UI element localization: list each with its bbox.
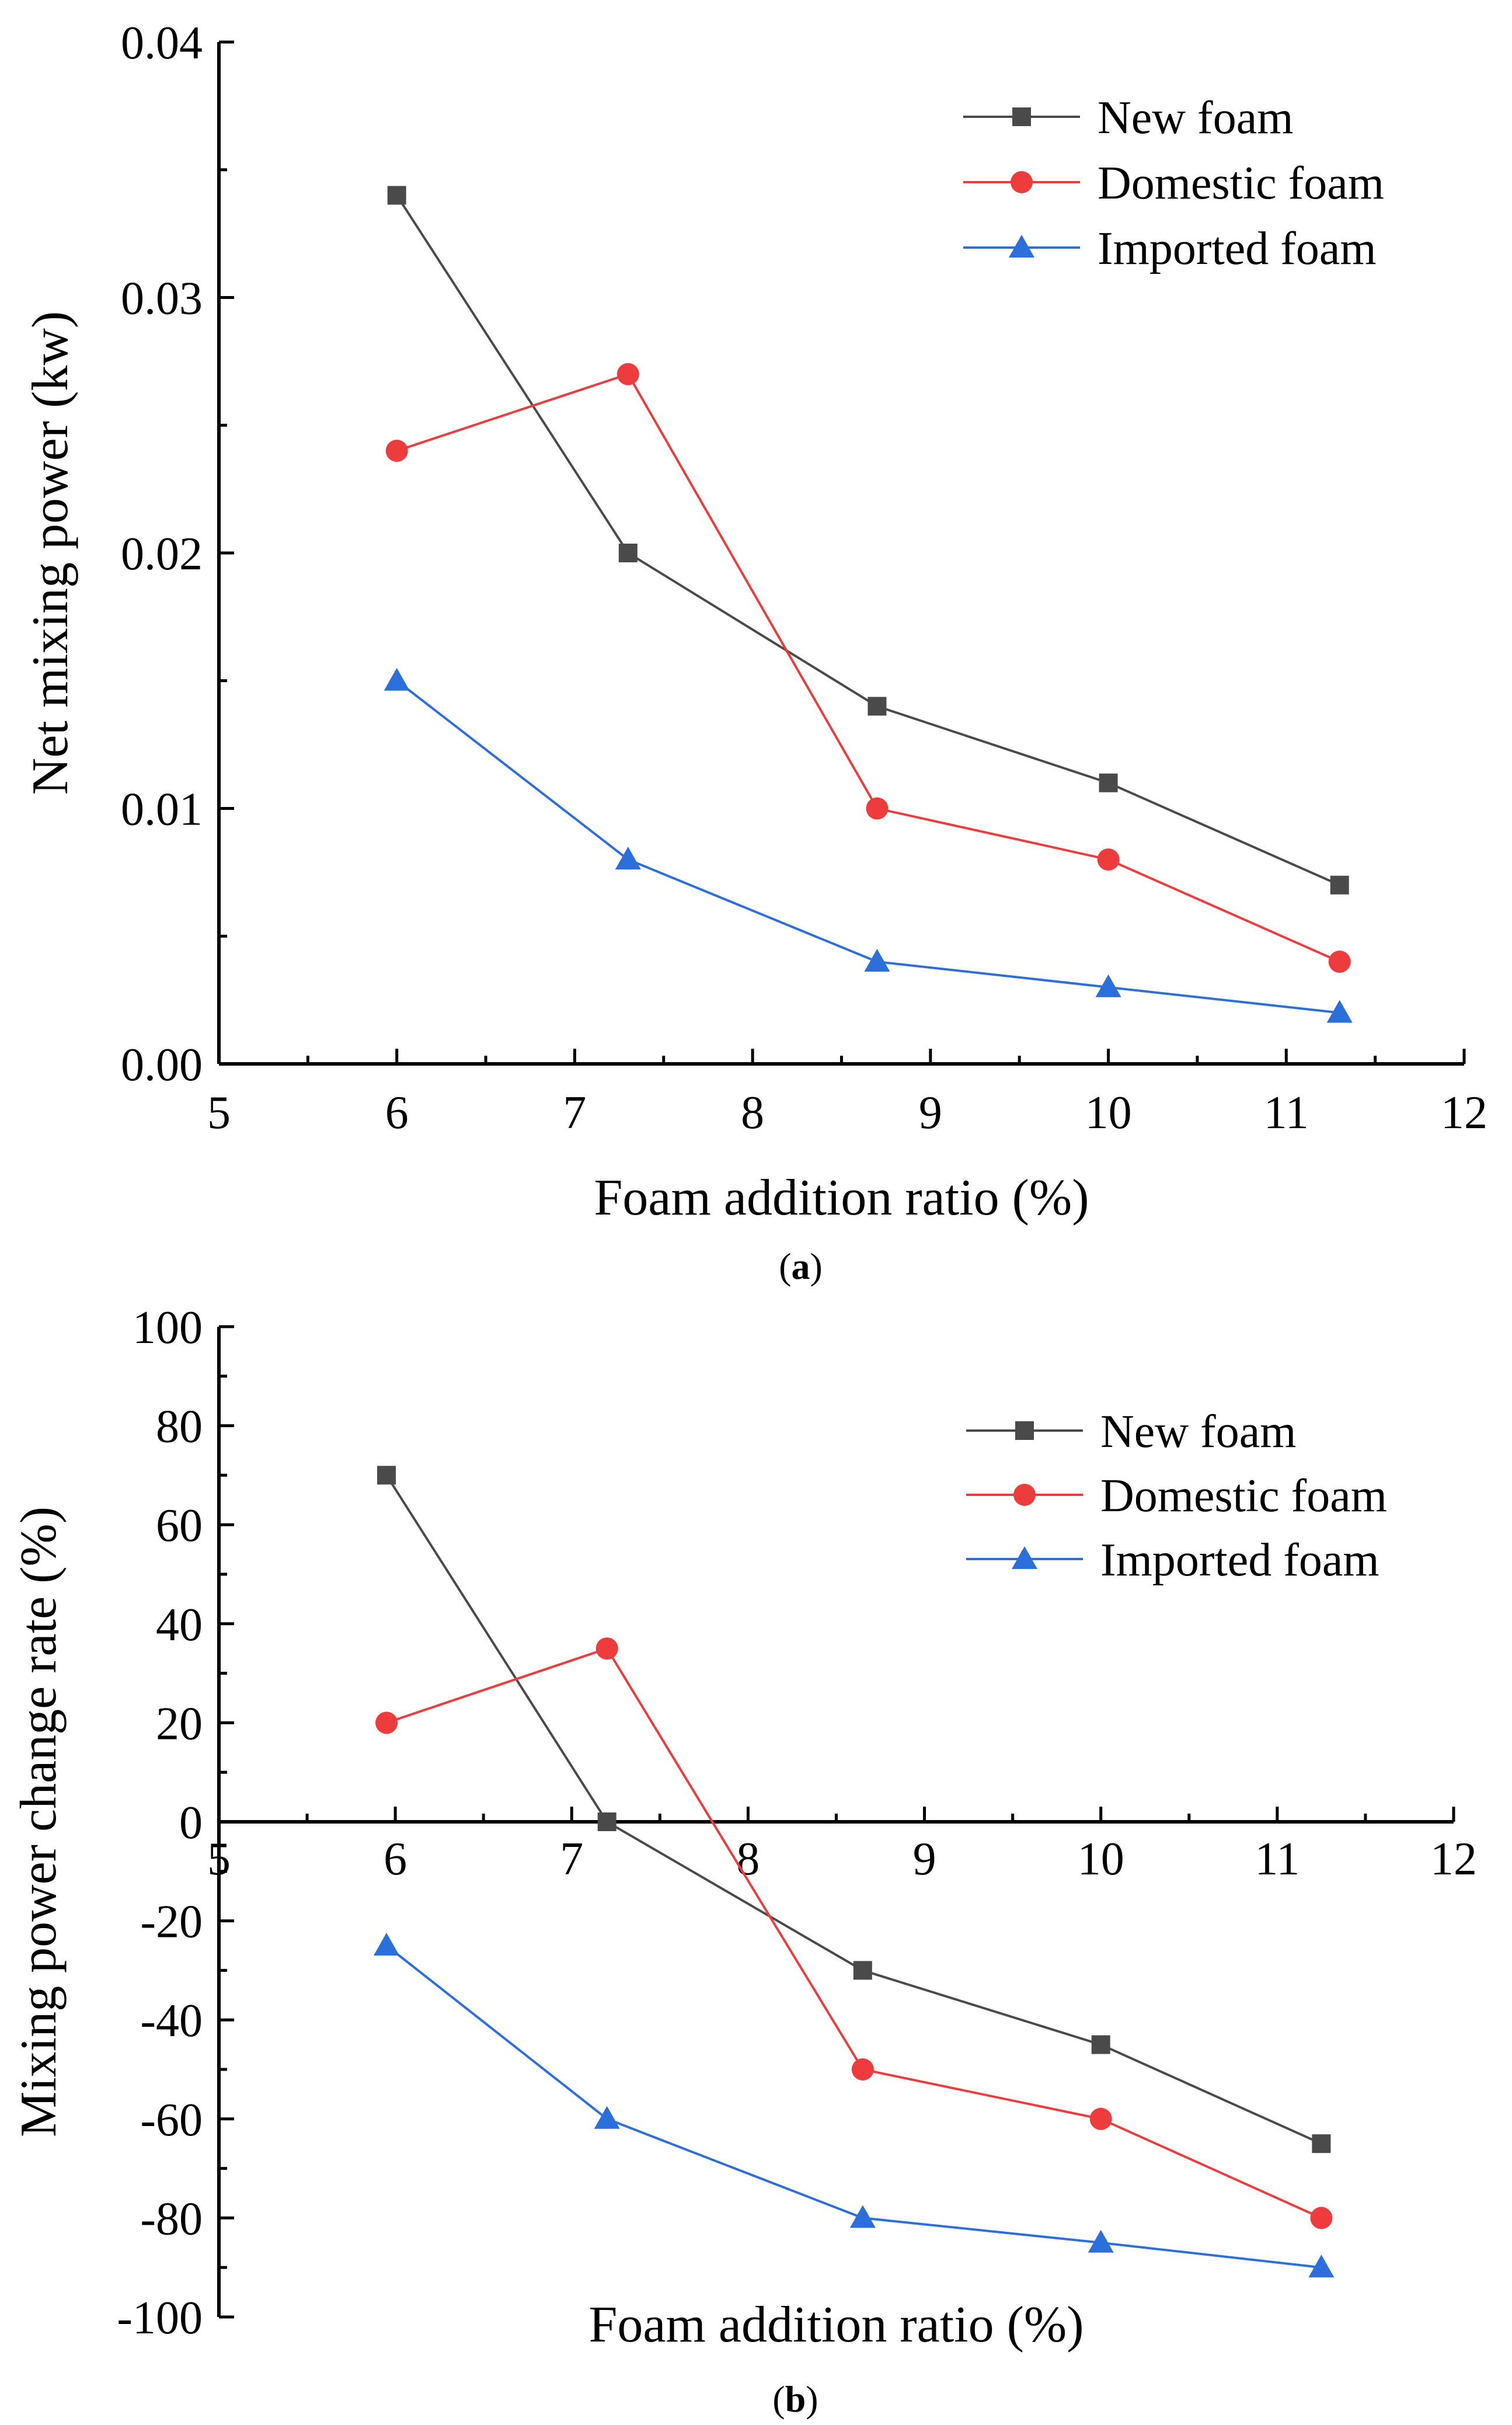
- x-tick-label: 11: [1255, 1833, 1300, 1885]
- y-tick-label: 80: [156, 1401, 203, 1453]
- x-axis-title: Foam addition ratio (%): [594, 1170, 1089, 1226]
- data-point: [1091, 2035, 1110, 2054]
- data-point: [866, 797, 889, 820]
- y-tick-label: 40: [156, 1599, 203, 1651]
- data-point: [387, 186, 406, 205]
- y-tick-label: 0.02: [121, 528, 203, 580]
- legend-label: Domestic foam: [1100, 1470, 1387, 1522]
- legend-label: New foam: [1098, 92, 1293, 144]
- x-tick-label: 5: [207, 1087, 231, 1139]
- panel-label-open: (: [772, 2378, 785, 2420]
- legend-label: New foam: [1100, 1406, 1296, 1457]
- data-point: [595, 1637, 618, 1660]
- y-axis-title: Mixing power change rate (%): [11, 1507, 67, 2137]
- y-tick-label: 0.00: [121, 1039, 203, 1091]
- chart-panel-b: -100 -80 -60 -40 -20 0 20 40 60 80 100 5 6 7 8 9 10 11 12 F…: [11, 1302, 1477, 2420]
- data-point: [1326, 1000, 1353, 1023]
- data-point: [615, 847, 641, 869]
- x-tick-label: 12: [1430, 1833, 1477, 1885]
- data-point: [374, 1933, 400, 1956]
- panel-label-letter: a: [792, 1245, 810, 1287]
- series-imported-foam: [384, 667, 1353, 1023]
- x-axis-title: Foam addition ratio (%): [588, 2297, 1084, 2353]
- data-point: [377, 1466, 396, 1485]
- legend-label: Imported foam: [1100, 1535, 1379, 1586]
- x-tick-label: 6: [384, 1833, 407, 1885]
- y-tick-label: -60: [140, 2095, 203, 2146]
- data-point: [1310, 2207, 1333, 2229]
- y-tick-label: -80: [140, 2193, 203, 2245]
- legend-marker: [1015, 1421, 1034, 1440]
- legend-label: Imported foam: [1098, 223, 1377, 274]
- series-new-foam: [387, 186, 1349, 895]
- x-tick-label: 7: [560, 1833, 583, 1885]
- x-tick-label: 9: [919, 1087, 942, 1139]
- x-tick-label: 8: [741, 1087, 764, 1139]
- y-tick-label: 0.01: [121, 784, 203, 836]
- data-point: [385, 440, 408, 462]
- y-axis-title: Net mixing power (kw): [22, 311, 79, 795]
- y-tick-label: 0.03: [121, 273, 203, 325]
- series-domestic-foam: [385, 363, 1351, 973]
- data-point: [616, 363, 639, 385]
- data-point: [1095, 974, 1121, 997]
- data-point: [594, 2106, 620, 2129]
- y-tick-label: 0.04: [121, 18, 203, 69]
- series-domestic-foam: [375, 1637, 1333, 2229]
- data-point: [1088, 2229, 1114, 2253]
- series-imported-foam: [374, 1933, 1335, 2278]
- x-tick-label: 9: [913, 1833, 936, 1885]
- data-point: [1312, 2134, 1331, 2153]
- x-tick-label: 10: [1085, 1087, 1132, 1139]
- data-point: [384, 667, 410, 691]
- data-point: [1308, 2254, 1335, 2278]
- panel-label-close: ): [810, 1245, 823, 1287]
- panel-label: (b): [772, 2378, 818, 2420]
- panel-label: (a): [779, 1245, 823, 1287]
- data-point: [375, 1711, 398, 1734]
- data-point: [1328, 951, 1351, 973]
- data-point: [853, 1961, 872, 1980]
- data-point: [597, 1812, 616, 1831]
- y-tick-label: 20: [156, 1698, 203, 1749]
- data-point: [1089, 2107, 1112, 2130]
- x-tick-label: 5: [207, 1833, 231, 1885]
- x-tick-label: 7: [563, 1087, 586, 1139]
- y-tick-label: -40: [140, 1995, 203, 2047]
- y-tick-label: -100: [117, 2292, 203, 2344]
- data-point: [1099, 773, 1118, 792]
- y-tick-label: -20: [140, 1897, 203, 1948]
- data-point: [864, 949, 890, 972]
- panel-label-open: (: [779, 1245, 791, 1287]
- x-tick-label: 6: [385, 1087, 409, 1139]
- data-point: [1097, 848, 1120, 871]
- x-tick-label: 10: [1078, 1833, 1124, 1885]
- legend-marker: [1012, 107, 1031, 126]
- legend-marker: [1013, 1484, 1036, 1506]
- panel-label-letter: b: [785, 2378, 806, 2420]
- y-tick-label: 60: [156, 1500, 203, 1551]
- legend-label: Domestic foam: [1098, 158, 1384, 209]
- data-point: [849, 2205, 876, 2228]
- legend-marker: [1009, 235, 1034, 258]
- data-point: [868, 697, 887, 716]
- x-tick-label: 11: [1264, 1087, 1309, 1139]
- y-tick-label: 100: [133, 1302, 203, 1354]
- x-tick-label: 12: [1441, 1087, 1487, 1139]
- y-tick-label: 0: [179, 1797, 203, 1849]
- data-point: [618, 544, 637, 562]
- data-point: [1330, 875, 1349, 895]
- series-new-foam: [377, 1466, 1331, 2153]
- x-tick-label: 8: [736, 1833, 760, 1885]
- chart-panel-a: 0.00 0.01 0.02 0.03 0.04 5 6 7 8 9 10 11 12 Foam addi…: [22, 18, 1487, 1287]
- legend-marker: [1012, 1546, 1037, 1569]
- legend-marker: [1011, 171, 1033, 193]
- panel-label-close: ): [806, 2378, 818, 2420]
- data-point: [851, 2058, 874, 2080]
